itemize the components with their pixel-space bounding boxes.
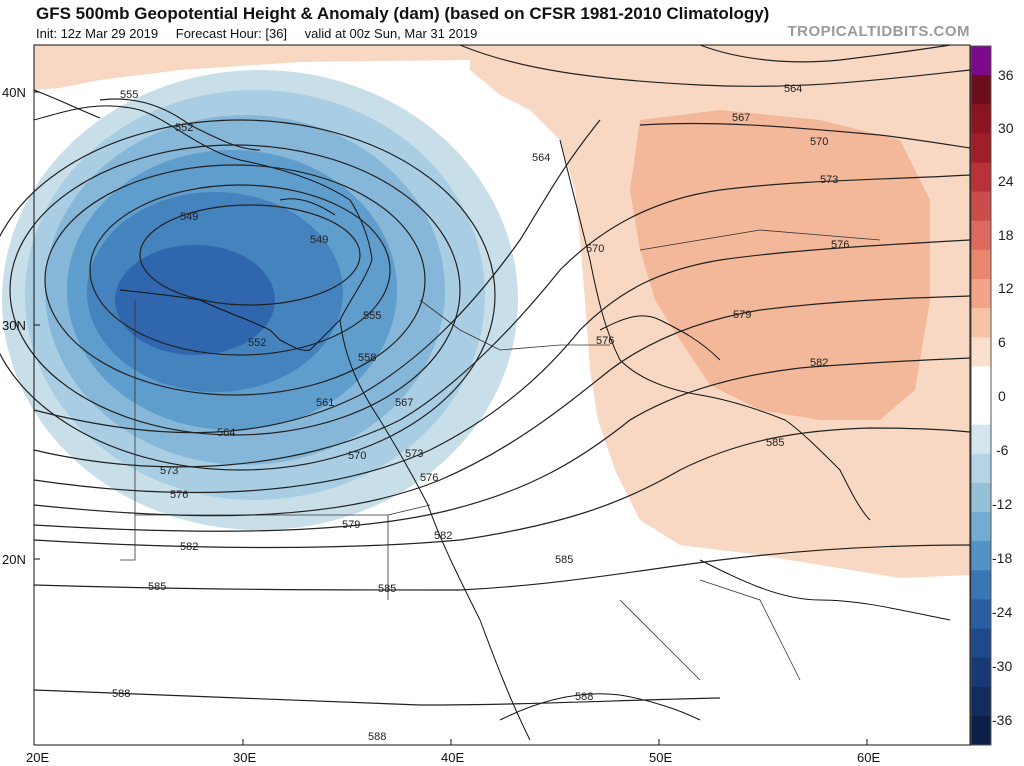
colorbar-swatch: [971, 162, 991, 193]
contour-label: 555: [120, 89, 138, 101]
forecast-hour: Forecast Hour: [36]: [175, 26, 288, 41]
lon-label-40e: 40E: [441, 750, 464, 765]
contour-label: 567: [732, 112, 750, 124]
contour-label: 579: [733, 309, 751, 321]
colorbar-swatch: [971, 512, 991, 542]
contour-label: 570: [586, 243, 604, 255]
colorbar-label: -18: [992, 550, 1012, 566]
colorbar-label: 0: [998, 388, 1006, 404]
colorbar-swatch: [971, 657, 991, 688]
contour-label: 567: [395, 397, 413, 409]
colorbar-border: [970, 45, 992, 746]
warm-anomaly-mid: [630, 110, 930, 420]
height-contours: [0, 44, 971, 706]
lat-label-20n: 20N: [2, 552, 26, 567]
colorbar-swatch: [971, 220, 991, 251]
contour-label: 573: [160, 465, 178, 477]
colorbar-label: 6: [998, 334, 1006, 350]
contour-label: 573: [405, 448, 423, 460]
colorbar-label: 36: [998, 67, 1014, 83]
colorbar-swatch: [971, 395, 991, 426]
contour-label: 555: [363, 310, 381, 322]
lon-label-30e: 30E: [233, 750, 256, 765]
contour-label: 564: [217, 427, 235, 439]
contour-label: 579: [342, 519, 360, 531]
contour-label: 549: [310, 234, 328, 246]
cold-anomaly-core: [115, 245, 275, 355]
colorbar-swatch: [971, 337, 991, 367]
colorbar-swatch: [971, 686, 991, 717]
colorbar-swatch: [971, 599, 991, 630]
colorbar: [970, 45, 992, 746]
map-subtitle: Init: 12z Mar 29 2019 Forecast Hour: [36…: [36, 26, 491, 41]
colorbar-swatch: [971, 570, 991, 600]
contour-label: 582: [180, 541, 198, 553]
colorbar-swatch: [971, 104, 991, 134]
lon-label-60e: 60E: [857, 750, 880, 765]
contour-label: 549: [180, 211, 198, 223]
colorbar-swatch: [971, 366, 991, 397]
coastlines: [33, 89, 951, 741]
colorbar-label: 30: [998, 120, 1014, 136]
contour-label: 588: [368, 731, 386, 743]
colorbar-label: -30: [992, 658, 1012, 674]
contour-label: 570: [348, 450, 366, 462]
lat-axis: 40N 30N 20N: [2, 85, 40, 567]
map-border: [33, 44, 971, 746]
warm-anomaly-top: [34, 45, 470, 90]
colorbar-label: 24: [998, 173, 1014, 189]
lon-label-50e: 50E: [649, 750, 672, 765]
contour-label: 588: [112, 688, 130, 700]
contour-label: 564: [784, 83, 802, 95]
colorbar-label: -24: [992, 604, 1012, 620]
contour-label: 585: [148, 581, 166, 593]
contour-labels: 555 552 549 549 552 555 558 561 564 567 …: [112, 83, 849, 743]
colorbar-swatch: [971, 249, 991, 280]
colorbar-swatch: [971, 482, 991, 513]
contour-label: 582: [434, 530, 452, 542]
contour-label: 561: [316, 397, 334, 409]
lon-label-20e: 20E: [26, 750, 49, 765]
colorbar-swatch: [971, 133, 991, 164]
colorbar-swatch: [971, 46, 991, 76]
colorbar-swatch: [971, 424, 991, 455]
colorbar-swatch: [971, 308, 991, 338]
colorbar-swatch: [971, 541, 991, 571]
contour-label: 573: [820, 174, 838, 186]
contour-label: 582: [810, 357, 828, 369]
colorbar-label: 12: [998, 280, 1014, 296]
lat-label-40n: 40N: [2, 85, 26, 100]
valid-time: valid at 00z Sun, Mar 31 2019: [304, 26, 478, 41]
contour-label: 585: [378, 583, 396, 595]
contour-label: 564: [532, 152, 550, 164]
lat-label-30n: 30N: [2, 318, 26, 333]
contour-label: 552: [248, 337, 266, 349]
colorbar-swatch: [971, 628, 991, 659]
contour-label: 576: [596, 335, 614, 347]
contour-label: 576: [170, 489, 188, 501]
colorbar-swatch: [971, 715, 991, 746]
colorbar-label: 18: [998, 227, 1014, 243]
colorbar-label: -6: [996, 442, 1009, 458]
contour-label: 585: [766, 437, 784, 449]
colorbar-swatch: [971, 453, 991, 484]
init-time: Init: 12z Mar 29 2019: [36, 26, 159, 41]
colorbar-swatch: [971, 191, 991, 222]
contour-label: 585: [555, 554, 573, 566]
contour-label: 576: [420, 472, 438, 484]
colorbar-swatch: [971, 75, 991, 105]
colorbar-labels: 36 30 24 18 12 6 0 -6 -12 -18 -24 -30 -3…: [992, 67, 1014, 728]
contour-label: 576: [831, 239, 849, 251]
contour-label: 570: [810, 136, 828, 148]
colorbar-swatch: [971, 279, 991, 309]
map-title: GFS 500mb Geopotential Height & Anomaly …: [36, 4, 770, 23]
lon-axis: 20E 30E 40E 50E 60E: [26, 739, 880, 765]
contour-label: 552: [175, 122, 193, 134]
contour-label: 588: [575, 691, 593, 703]
colorbar-label: -12: [992, 496, 1012, 512]
brand-watermark: TROPICALTIDBITS.COM: [787, 23, 970, 40]
colorbar-label: -36: [992, 712, 1012, 728]
contour-label: 558: [358, 352, 376, 364]
